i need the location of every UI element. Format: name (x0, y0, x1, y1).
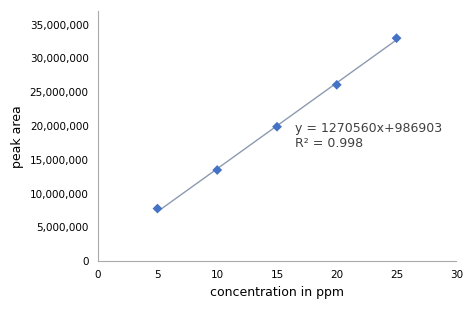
Point (213, 167, 221, 172)
Point (333, 82, 341, 87)
Y-axis label: peak area: peak area (11, 105, 24, 168)
Point (154, 206, 161, 211)
Point (393, 36, 401, 41)
Text: y = 1270560x+986903
R² = 0.998: y = 1270560x+986903 R² = 0.998 (295, 122, 442, 150)
X-axis label: concentration in ppm: concentration in ppm (210, 286, 344, 299)
Point (273, 124, 281, 129)
